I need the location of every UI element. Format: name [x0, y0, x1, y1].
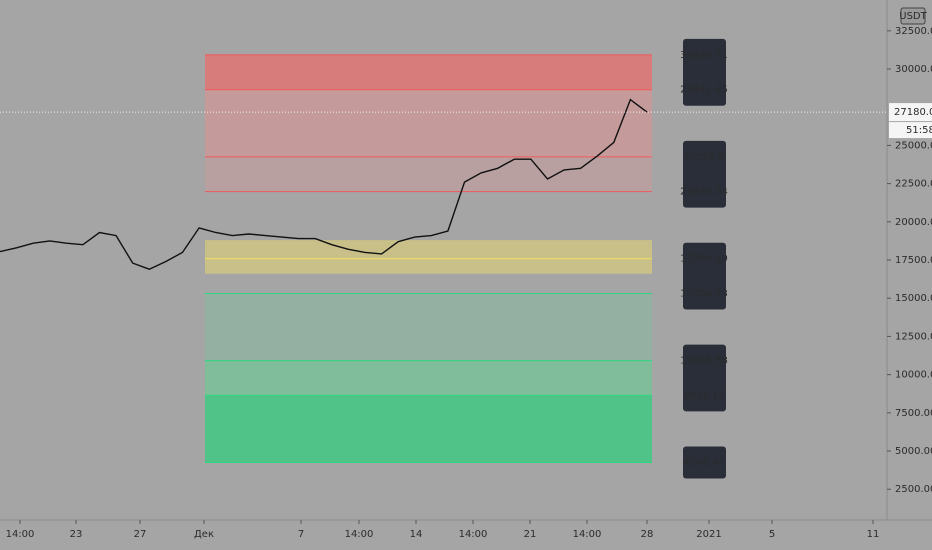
x-tick-label: 23: [70, 529, 83, 540]
level-label-box: [683, 344, 726, 412]
level-label: 10916.58: [680, 356, 728, 367]
level-label-box: [683, 446, 726, 479]
y-tick-label: 25000.00: [895, 140, 932, 151]
x-tick-label: 14: [410, 529, 423, 540]
zone: [205, 293, 652, 361]
y-tick-label: 30000.00: [895, 64, 932, 75]
x-tick-label: 14:00: [6, 529, 35, 540]
zone: [205, 395, 652, 463]
y-tick-label: 7500.00: [895, 408, 932, 419]
y-tick-label: 20000.00: [895, 217, 932, 228]
x-tick-label: 14:00: [573, 529, 602, 540]
x-tick-label: 14:00: [345, 529, 374, 540]
zone: [205, 54, 652, 90]
x-tick-label: 14:00: [459, 529, 488, 540]
x-tick-label: 11: [867, 529, 880, 540]
level-label: 28642.45: [680, 85, 728, 96]
countdown-box: [889, 122, 932, 139]
currency: USDT: [899, 11, 927, 22]
level-label: 21974.34: [680, 187, 728, 198]
last-price-box: [889, 103, 932, 122]
y-tick-label: 15000.00: [895, 293, 932, 304]
x-tick-label: 28: [641, 529, 654, 540]
x-tick-label: Дек: [194, 529, 214, 540]
countdown: 51:58: [906, 125, 932, 136]
level-label-box: [683, 242, 726, 310]
x-tick-label: 2021: [696, 529, 721, 540]
currency-box[interactable]: [900, 7, 926, 25]
level-label: 17584.69: [680, 254, 728, 265]
x-tick-label: 7: [298, 529, 304, 540]
zone: [205, 89, 652, 157]
level-label-box: [683, 140, 726, 208]
y-tick-label: 12500.00: [895, 331, 932, 342]
last-price-label: 27180.00: [894, 107, 932, 118]
level-label: 15306.23: [680, 289, 728, 300]
zone: [205, 156, 652, 192]
level-label-box: [683, 38, 726, 106]
x-tick-label: 21: [524, 529, 537, 540]
zone: [205, 360, 652, 396]
level-label: 8638.12: [683, 390, 724, 401]
y-tick-label: 22500.00: [895, 179, 932, 190]
y-tick-label: 5000.00: [895, 446, 932, 457]
zone: [205, 240, 652, 274]
price-line: [0, 98, 648, 270]
x-tick-label: 5: [769, 529, 775, 540]
level-label: 24252.8: [683, 152, 724, 163]
y-tick-label: 17500.00: [895, 255, 932, 266]
level-label: 4248.47: [683, 457, 724, 468]
y-tick-label: 10000.00: [895, 370, 932, 381]
y-tick-label: 2500.00: [895, 484, 932, 495]
x-tick-label: 27: [134, 529, 147, 540]
level-label: 30920.91: [680, 50, 728, 61]
y-tick-label: 32500.00: [895, 26, 932, 37]
